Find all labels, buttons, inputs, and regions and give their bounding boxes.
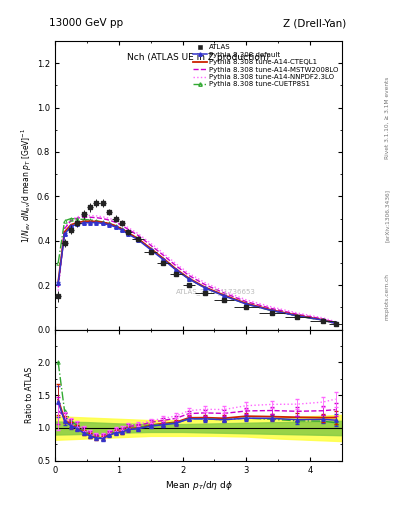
Text: Z (Drell-Yan): Z (Drell-Yan) xyxy=(283,18,346,28)
Y-axis label: $1/N_{ev}$ $dN_{ev}$/d mean $p_T$ [GeV]$^{-1}$: $1/N_{ev}$ $dN_{ev}$/d mean $p_T$ [GeV]$… xyxy=(20,127,34,243)
X-axis label: Mean $p_T$/d$\eta$ d$\phi$: Mean $p_T$/d$\eta$ d$\phi$ xyxy=(165,479,232,492)
Text: 13000 GeV pp: 13000 GeV pp xyxy=(50,18,123,28)
Text: Nch (ATLAS UE in Z production): Nch (ATLAS UE in Z production) xyxy=(127,53,270,61)
Text: [arXiv:1306.3436]: [arXiv:1306.3436] xyxy=(385,188,390,242)
Text: ATLAS_2019_I1736653: ATLAS_2019_I1736653 xyxy=(176,289,255,295)
Y-axis label: Ratio to ATLAS: Ratio to ATLAS xyxy=(25,367,34,423)
Text: Rivet 3.1.10, ≥ 3.1M events: Rivet 3.1.10, ≥ 3.1M events xyxy=(385,77,390,159)
Legend: ATLAS, Pythia 8.308 default, Pythia 8.308 tune-A14-CTEQL1, Pythia 8.308 tune-A14: ATLAS, Pythia 8.308 default, Pythia 8.30… xyxy=(192,43,340,89)
Text: mcplots.cern.ch: mcplots.cern.ch xyxy=(385,273,390,321)
